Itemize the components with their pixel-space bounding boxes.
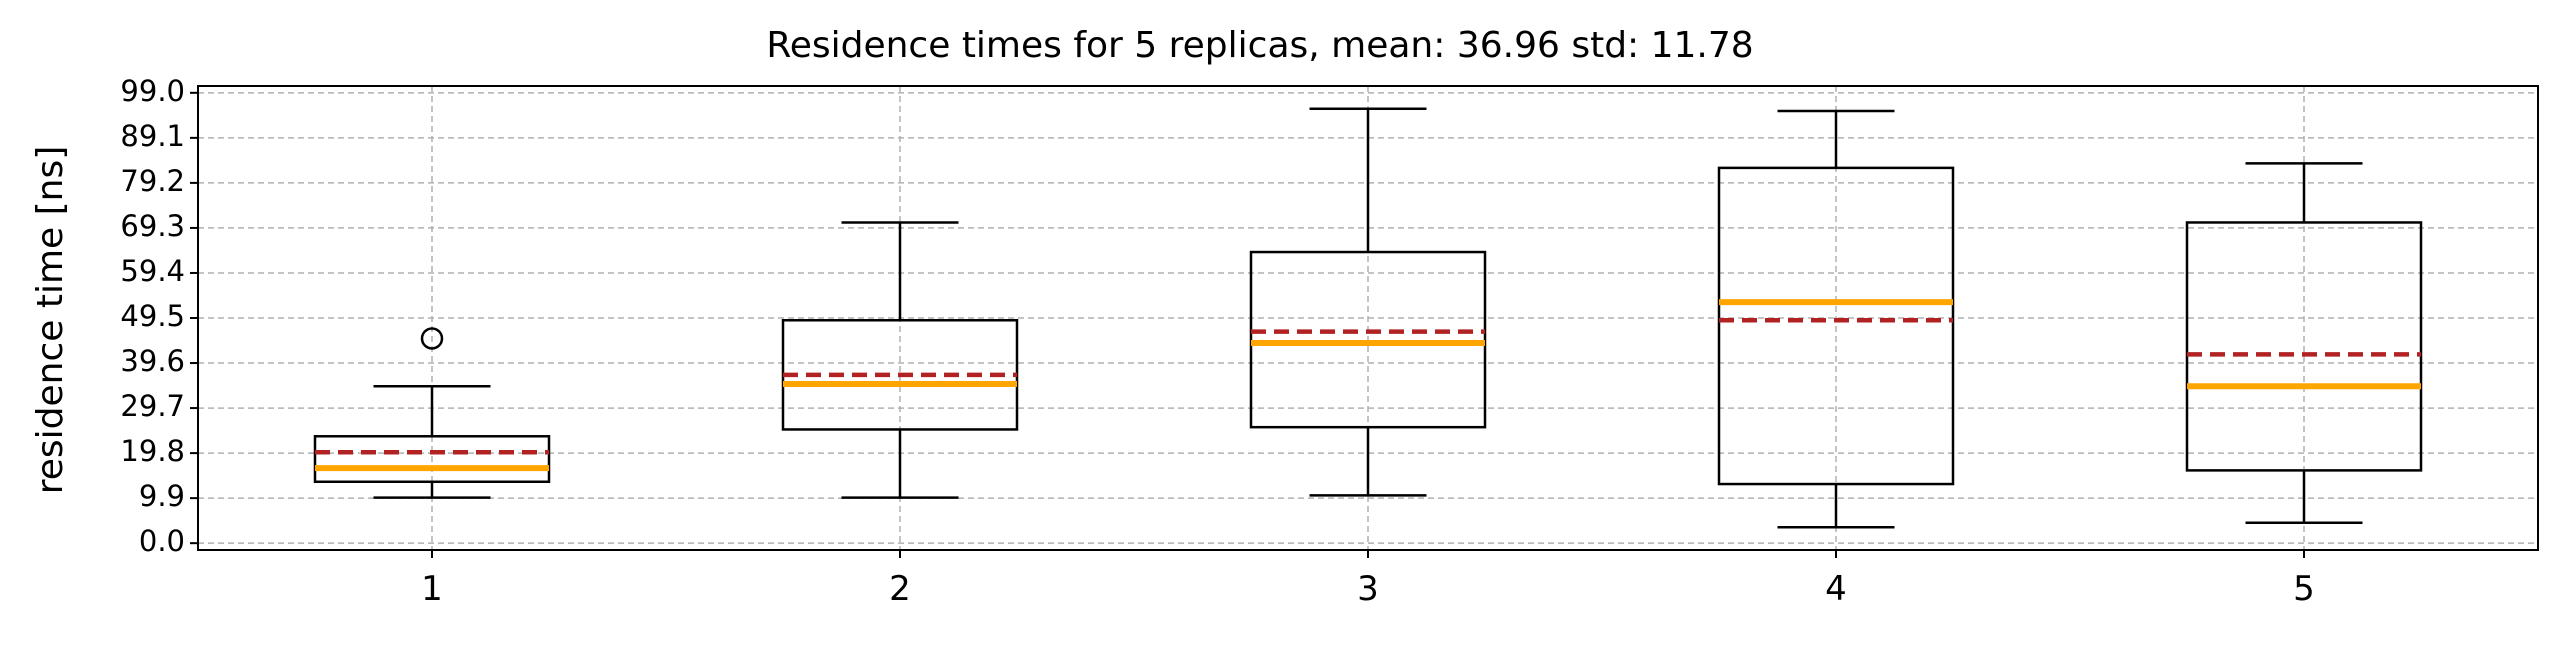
box-group-4 <box>1717 109 1955 529</box>
y-tick-label: 49.5 <box>120 299 185 333</box>
y-tick-label: 69.3 <box>120 209 185 243</box>
box-group-5 <box>2185 162 2423 524</box>
y-tick-label: 19.8 <box>120 434 185 468</box>
y-axis-ticks: 0.0 9.9 19.8 29.7 39.6 49.5 59.4 69.3 79.2 89.1 99… <box>120 74 198 558</box>
x-axis-ticks: 1 2 3 4 5 <box>421 550 2315 609</box>
y-tick-label: 89.1 <box>120 119 185 153</box>
outlier-point <box>420 327 444 350</box>
box-iqr <box>1249 250 1487 429</box>
x-tick-label: 3 <box>1357 569 1379 609</box>
box-iqr <box>1717 166 1955 486</box>
x-tick-label: 4 <box>1825 569 1847 609</box>
boxes <box>313 107 2423 529</box>
y-axis-label: residence time [ns] <box>30 146 71 495</box>
x-tick-label: 1 <box>421 569 443 609</box>
x-tick-label: 5 <box>2293 569 2315 609</box>
y-tick-label: 29.7 <box>120 389 185 423</box>
chart-title: Residence times for 5 replicas, mean: 36… <box>766 25 1753 66</box>
box-group-1 <box>313 327 551 499</box>
box-group-3 <box>1249 107 1487 497</box>
y-tick-label: 59.4 <box>120 254 185 288</box>
x-tick-label: 2 <box>889 569 911 609</box>
y-tick-label: 39.6 <box>120 344 185 378</box>
y-tick-label: 0.0 <box>139 524 185 558</box>
y-tick-label: 9.9 <box>139 479 185 513</box>
y-tick-label: 79.2 <box>120 164 185 198</box>
box-group-2 <box>781 221 1019 499</box>
box-iqr <box>2185 221 2423 472</box>
y-tick-label: 99.0 <box>120 74 185 108</box>
box-iqr <box>313 435 551 484</box>
